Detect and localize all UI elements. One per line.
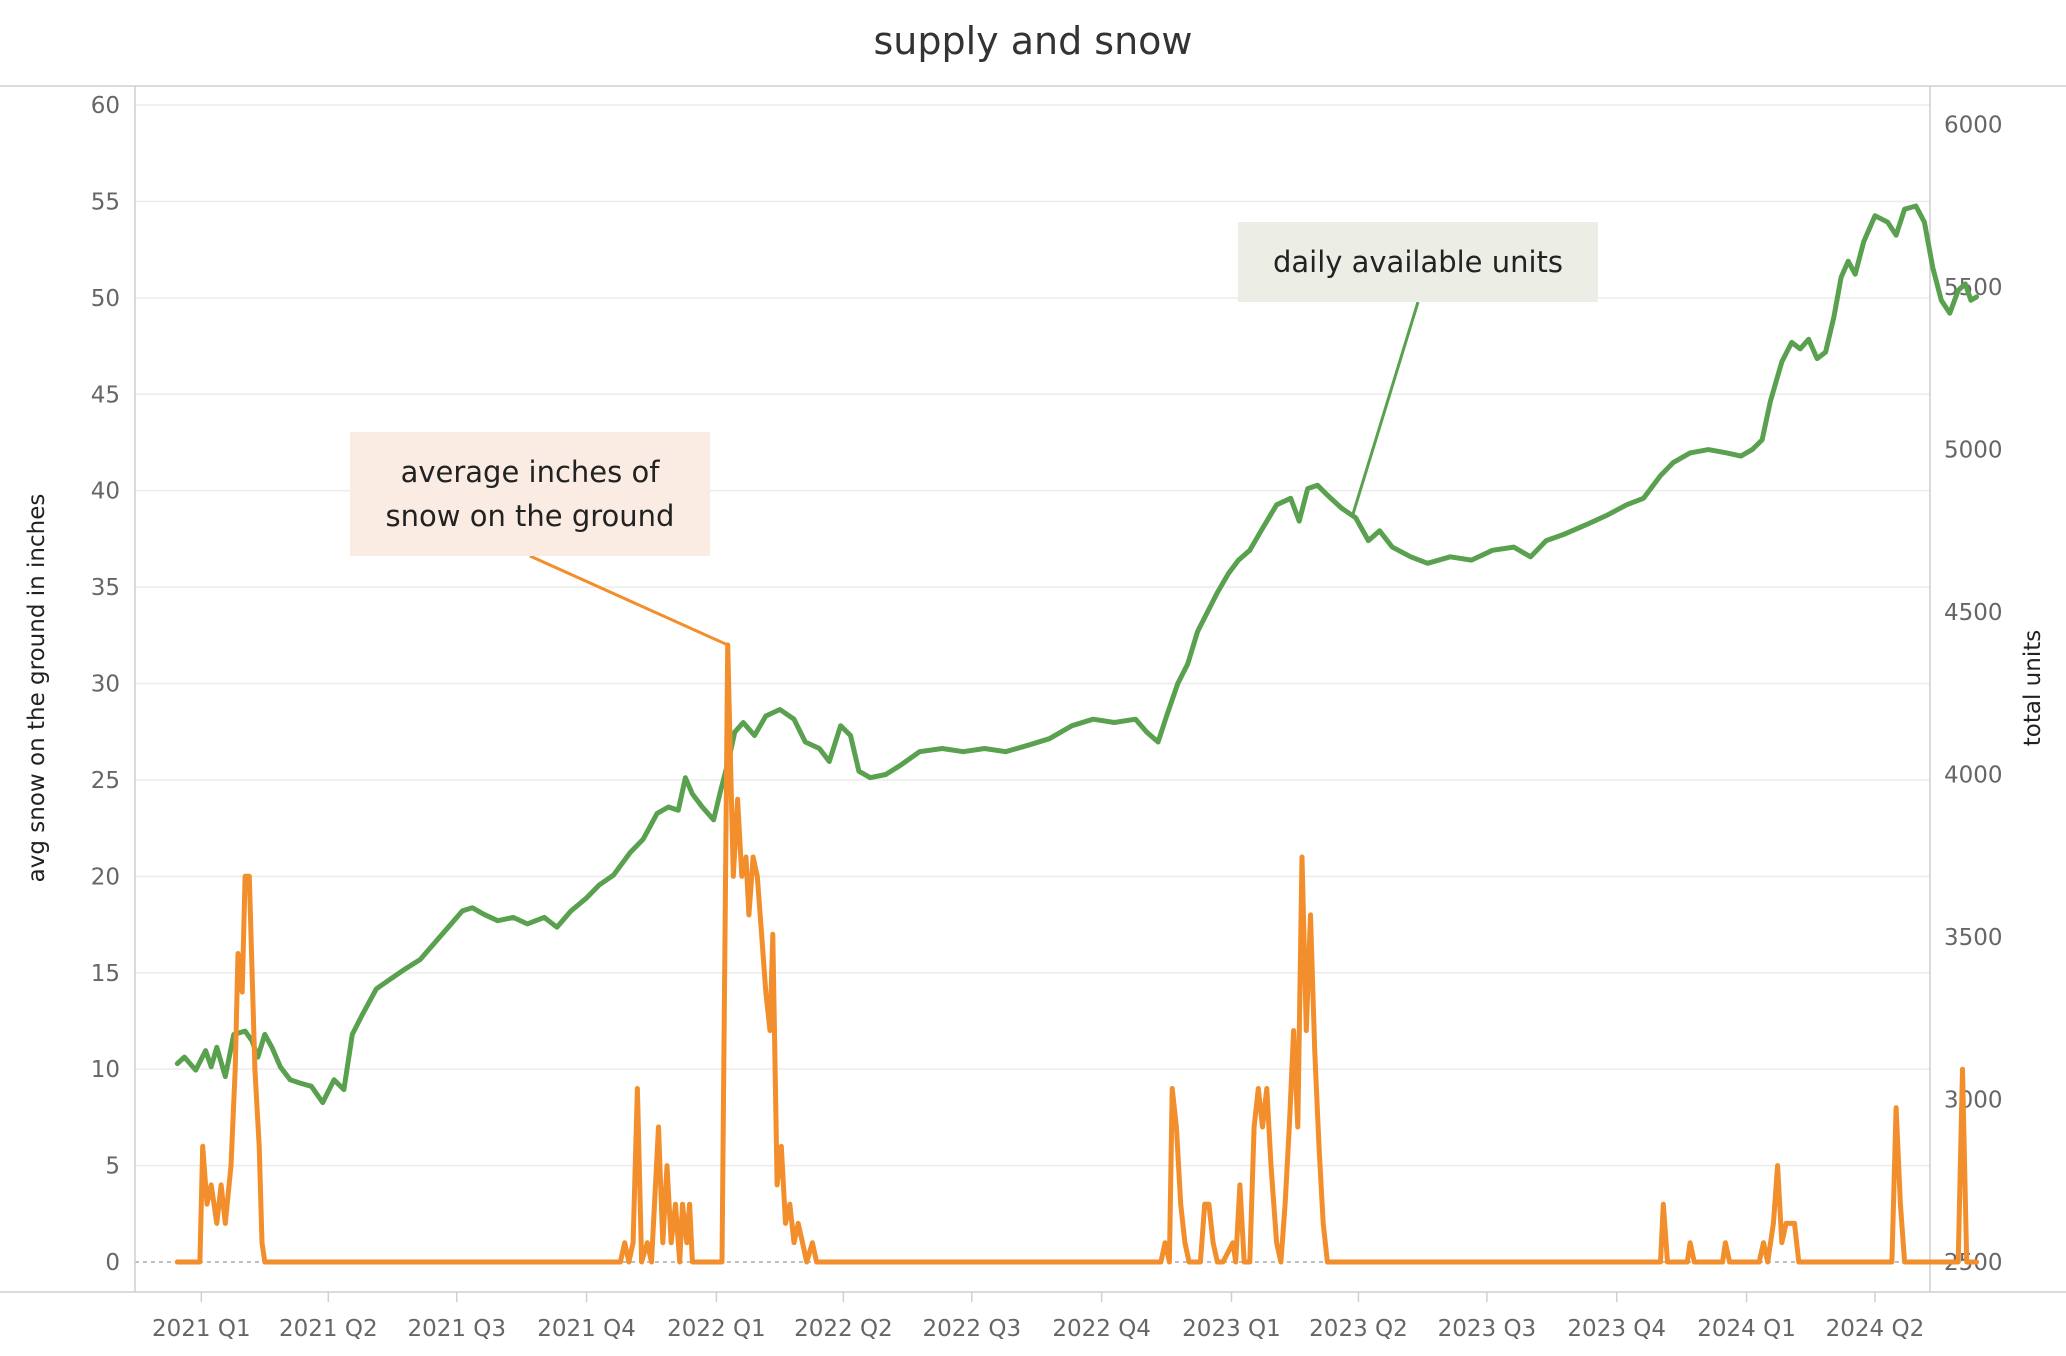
left-tick-label: 40 bbox=[91, 479, 120, 505]
right-tick-label: 6000 bbox=[1944, 113, 2003, 139]
x-tick-label: 2022 Q4 bbox=[1052, 1316, 1151, 1342]
callout-text: snow on the ground bbox=[386, 499, 675, 533]
left-tick-label: 45 bbox=[91, 382, 120, 408]
left-axis-ticks: 0 5 10 15 20 25 30 35 40 45 50 55 60 bbox=[91, 93, 120, 1276]
right-tick-label: 4500 bbox=[1944, 600, 2003, 626]
left-tick-label: 30 bbox=[91, 672, 120, 698]
series-lines bbox=[174, 203, 1980, 1265]
left-tick-label: 15 bbox=[91, 961, 120, 987]
x-tick-label: 2024 Q1 bbox=[1697, 1316, 1796, 1342]
x-tick-label: 2021 Q4 bbox=[537, 1316, 636, 1342]
left-tick-label: 55 bbox=[91, 189, 120, 215]
left-tick-label: 10 bbox=[91, 1057, 120, 1083]
x-tick-label: 2021 Q3 bbox=[407, 1316, 506, 1342]
x-tick-label: 2022 Q1 bbox=[667, 1316, 766, 1342]
left-tick-label: 35 bbox=[91, 575, 120, 601]
left-axis-title: avg snow on the ground in inches bbox=[24, 494, 50, 883]
right-tick-label: 5000 bbox=[1944, 438, 2003, 464]
right-tick-label: 4000 bbox=[1944, 762, 2003, 788]
left-tick-label: 20 bbox=[91, 864, 120, 890]
plot-frame bbox=[0, 85, 2066, 1293]
units-series-line bbox=[174, 203, 1980, 1106]
snow-series-line bbox=[174, 642, 1980, 1265]
gridlines bbox=[135, 104, 1930, 1263]
annotations: average inches of snow on the ground daily… bbox=[350, 222, 1598, 647]
right-tick-label: 3500 bbox=[1944, 925, 2003, 951]
left-tick-label: 5 bbox=[105, 1154, 120, 1180]
left-tick-label: 50 bbox=[91, 286, 120, 312]
x-tick-label: 2023 Q3 bbox=[1438, 1316, 1537, 1342]
snow-callout-box bbox=[350, 432, 710, 556]
callout-text: average inches of bbox=[401, 455, 661, 489]
snow-callout-line bbox=[529, 554, 729, 647]
units-callout-box bbox=[1238, 222, 1598, 302]
x-tick-label: 2023 Q2 bbox=[1309, 1316, 1408, 1342]
x-tick-label: 2023 Q1 bbox=[1182, 1316, 1281, 1342]
units-callout-line bbox=[1351, 301, 1420, 516]
left-tick-label: 0 bbox=[105, 1250, 120, 1276]
x-tick-label: 2023 Q4 bbox=[1567, 1316, 1666, 1342]
x-tick-label: 2022 Q2 bbox=[794, 1316, 893, 1342]
left-tick-label: 25 bbox=[91, 768, 120, 794]
callout-text: daily available units bbox=[1273, 245, 1563, 279]
x-tick-label: 2022 Q3 bbox=[923, 1316, 1022, 1342]
chart-title: supply and snow bbox=[873, 19, 1192, 63]
right-tick-label: 3000 bbox=[1944, 1087, 2003, 1113]
left-tick-label: 60 bbox=[91, 93, 120, 119]
x-tick-label: 2021 Q1 bbox=[152, 1316, 251, 1342]
x-tick-label: 2024 Q2 bbox=[1826, 1316, 1925, 1342]
right-axis-title: total units bbox=[2020, 630, 2046, 746]
x-axis-ticks: 2021 Q1 2021 Q2 2021 Q3 2021 Q4 2022 Q1 2022 … bbox=[152, 1292, 1924, 1342]
x-tick-label: 2021 Q2 bbox=[279, 1316, 378, 1342]
